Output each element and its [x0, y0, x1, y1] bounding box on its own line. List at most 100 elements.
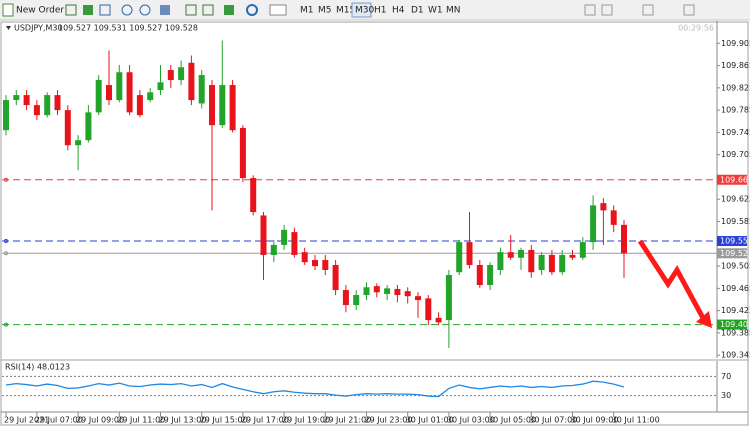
level-handle [4, 239, 8, 244]
candle-body [301, 252, 308, 263]
y-tick-label: 109.625 [721, 195, 750, 204]
icon-tile[interactable] [160, 5, 170, 15]
candle-body [95, 80, 102, 113]
candle-body [44, 95, 51, 116]
candle-body [342, 290, 349, 306]
icon-right-3[interactable] [642, 4, 654, 16]
candle-body [188, 62, 195, 101]
arrow-head [696, 311, 712, 328]
candle-body [487, 264, 494, 286]
icon-right-2[interactable] [601, 4, 613, 16]
candle-body [219, 85, 226, 126]
candle-body [64, 110, 71, 146]
clock: 00:29:56 [678, 24, 714, 33]
level-label: 109.528 [720, 249, 750, 258]
y-tick-label: 109.825 [721, 83, 750, 92]
toolbar: New Order M1 M5 M15 M30 H1 H4 D1 W1 MN [0, 0, 750, 21]
candle-body [167, 70, 174, 81]
chart-title: USDJPY,M30 [14, 24, 63, 33]
x-tick-label: 30 Jul 01:00 [406, 416, 454, 425]
y-tick-label: 109.385 [721, 328, 750, 337]
candle-body [312, 259, 318, 267]
timeframe-button[interactable]: M30 [355, 6, 374, 16]
timeframe-button[interactable]: H1 [374, 6, 387, 16]
timeframe-active [351, 2, 372, 18]
candle-body [250, 178, 257, 213]
candle-body [353, 295, 360, 306]
level-label-box [717, 174, 747, 185]
candle-body [136, 95, 143, 116]
candle-body [126, 72, 133, 113]
x-tick-label: 29 Jul 11:00 [117, 416, 165, 425]
y-tick-label: 109.705 [721, 150, 750, 159]
icon-right-4[interactable] [683, 4, 695, 16]
timeframe-button[interactable]: H4 [392, 6, 405, 16]
icon-zoom-out[interactable] [139, 4, 151, 16]
candle-body [415, 296, 421, 301]
icon-templates[interactable] [269, 4, 287, 16]
timeframe-button[interactable]: M1 [300, 6, 314, 16]
timeframe-button[interactable]: D1 [411, 6, 424, 16]
y-tick-label: 109.745 [721, 128, 750, 137]
x-tick-label: 29 Jul 21:00 [323, 416, 371, 425]
candle-body [445, 275, 452, 321]
x-tick-label: 29 Jul 07:00 [35, 416, 83, 425]
timeframe-button[interactable]: M5 [318, 6, 332, 16]
candle-body [456, 242, 463, 273]
x-tick-label: 29 Jul 2021 [4, 416, 49, 425]
icon-right-1[interactable] [584, 4, 596, 16]
rsi-tick-label: 70 [721, 372, 731, 381]
icon-shift[interactable] [202, 4, 214, 16]
icon-periods[interactable] [246, 4, 258, 16]
candle-body [373, 286, 380, 293]
candle-body [476, 264, 483, 286]
candle-body [435, 317, 442, 323]
x-tick-label: 29 Jul 19:00 [282, 416, 330, 425]
icon-indicators[interactable] [224, 5, 234, 15]
candle-body [497, 252, 504, 270]
candle-body [13, 95, 20, 101]
candle-body [590, 205, 597, 243]
timeframes: M1 M5 M15 M30 H1 H4 D1 W1 MN [300, 2, 461, 18]
candle-body [548, 254, 555, 273]
level-label: 109.400 [720, 320, 750, 329]
level-handle [4, 251, 8, 256]
icon-zoom-in[interactable] [121, 4, 133, 16]
level-label: 109.550 [720, 237, 750, 246]
new-order-icon[interactable] [2, 3, 14, 17]
timeframe-button[interactable]: MN [446, 6, 461, 16]
y-tick-label: 109.345 [721, 351, 750, 360]
rsi-title: RSI(14) 48.0123 [5, 363, 70, 372]
candle-body [332, 264, 339, 291]
candle-body [281, 229, 288, 245]
candle-body [610, 210, 617, 225]
level-label-box [717, 248, 747, 259]
x-tick-label: 30 Jul 03:00 [447, 416, 495, 425]
candle-body [291, 232, 298, 255]
x-tick-label: 29 Jul 09:00 [76, 416, 124, 425]
icon-candles[interactable] [83, 5, 93, 15]
candle-body [425, 298, 432, 321]
icon-bars[interactable] [65, 4, 77, 16]
y-tick-label: 109.865 [721, 61, 750, 70]
icon-scroll[interactable] [185, 4, 197, 16]
arrow-annotation [637, 239, 706, 320]
x-tick-label: 30 Jul 09:00 [571, 416, 619, 425]
timeframe-button[interactable]: M15 [336, 6, 355, 16]
new-order-button[interactable]: New Order [16, 6, 64, 16]
timeframe-button[interactable]: W1 [428, 6, 443, 16]
candle-body [579, 242, 586, 258]
plot: 109.905 109.865 109.825 109.785 109.745 109.7… [1, 21, 750, 425]
x-tick-label: 30 Jul 07:00 [529, 416, 577, 425]
level-label: 109.660 [720, 175, 750, 184]
icon-line[interactable] [99, 4, 111, 16]
candle-body [54, 95, 61, 111]
candle-body [239, 127, 246, 179]
candle-body [518, 249, 524, 258]
candle-body [394, 288, 401, 296]
candle-body [85, 112, 92, 141]
candle-body [322, 259, 329, 270]
candle-body [157, 82, 164, 91]
candle-body [507, 252, 514, 258]
x-tick-label: 29 Jul 13:00 [159, 416, 207, 425]
